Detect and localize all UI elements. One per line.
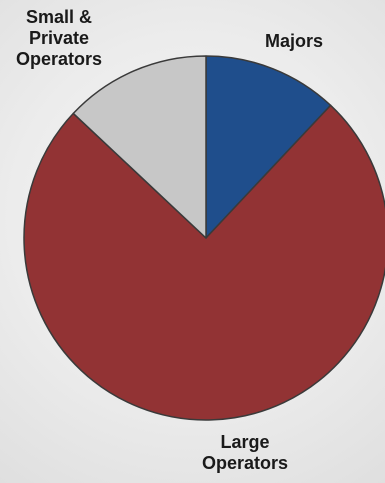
pie-slice-small-private-operators <box>72 55 207 239</box>
slice-label-small-private-operators: Small & Private Operators <box>15 7 103 69</box>
slice-label-large-operators: Large Operators <box>201 432 289 473</box>
slice-label-majors: Majors <box>264 31 324 51</box>
pie-slice-majors <box>205 55 332 239</box>
pie-slice-large-operators <box>23 104 385 421</box>
